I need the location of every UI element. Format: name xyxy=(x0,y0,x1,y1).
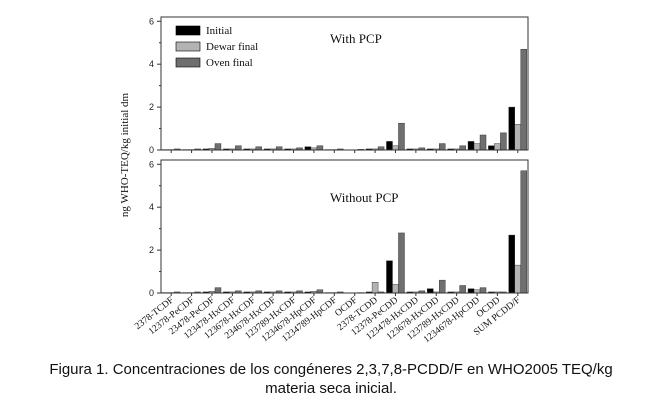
legend-swatch-oven xyxy=(175,57,201,68)
x-tick-labels: 2378-TCDF12378-PeCDF23478-PeCDF123478-Hx… xyxy=(133,295,522,345)
legend-label-initial: Initial xyxy=(206,25,232,37)
legend-swatch-dewar xyxy=(175,41,201,52)
bottom-bar xyxy=(520,170,528,294)
top-bar xyxy=(494,143,501,151)
bottom-bar xyxy=(392,284,399,294)
figure-caption: Figura 1. Concentraciones de los congéne… xyxy=(0,360,662,398)
bottom-bar xyxy=(514,264,522,294)
bottom-y-tick-label: 0 xyxy=(149,288,154,298)
bottom-bar xyxy=(398,232,405,294)
top-bar xyxy=(459,145,466,151)
bottom-bar xyxy=(439,279,446,294)
top-bar xyxy=(392,145,399,151)
top-bar xyxy=(473,143,481,151)
top-bar xyxy=(479,134,487,151)
bottom-y-tick-label: 6 xyxy=(149,159,154,169)
top-bar xyxy=(439,143,446,151)
bottom-bar xyxy=(214,287,222,294)
legend-label-oven: Oven final xyxy=(206,57,253,69)
bottom-bar xyxy=(386,260,393,294)
top-bar xyxy=(520,48,528,151)
legend: Initial Dewar final Oven final xyxy=(175,25,258,69)
bottom-bar xyxy=(427,288,434,294)
legend-label-dewar: Dewar final xyxy=(206,41,258,53)
top-bar xyxy=(488,145,495,151)
top-y-tick-label: 6 xyxy=(149,16,154,26)
y-axis-label: ng WHO-TEQ/kg initial dm xyxy=(119,92,131,217)
bottom-bar xyxy=(371,282,379,294)
top-panel-frame xyxy=(160,16,529,151)
top-y-tick-label: 2 xyxy=(149,102,154,112)
bottom-bar xyxy=(479,287,487,294)
top-bar xyxy=(398,122,405,151)
top-bar xyxy=(316,145,324,151)
top-panel-title: With PCP xyxy=(330,31,382,46)
top-bar xyxy=(386,141,393,151)
bottom-y-tick-label: 4 xyxy=(149,202,154,212)
bars-layer xyxy=(161,48,528,294)
axes-layer xyxy=(160,16,529,294)
legend-swatch-initial xyxy=(175,25,201,36)
bottom-bar xyxy=(508,234,516,294)
top-bar xyxy=(467,141,475,151)
top-bar xyxy=(235,145,242,151)
bottom-bar xyxy=(459,285,466,294)
top-bar xyxy=(214,143,222,151)
bottom-panel-title: Without PCP xyxy=(330,190,398,205)
top-bar xyxy=(514,124,522,151)
bottom-bar xyxy=(467,288,475,294)
bottom-panel-frame xyxy=(160,159,529,294)
bottom-y-tick-label: 2 xyxy=(149,245,154,255)
top-bar xyxy=(500,132,507,151)
caption-line-2: materia seca inicial. xyxy=(265,380,397,397)
top-y-tick-label: 0 xyxy=(149,145,154,155)
caption-line-1: Figura 1. Concentraciones de los congéne… xyxy=(49,361,613,378)
ticks-layer: 0 2 4 6 0 2 4 6 xyxy=(149,16,519,298)
top-bar xyxy=(508,106,516,151)
top-y-tick-label: 4 xyxy=(149,59,154,69)
